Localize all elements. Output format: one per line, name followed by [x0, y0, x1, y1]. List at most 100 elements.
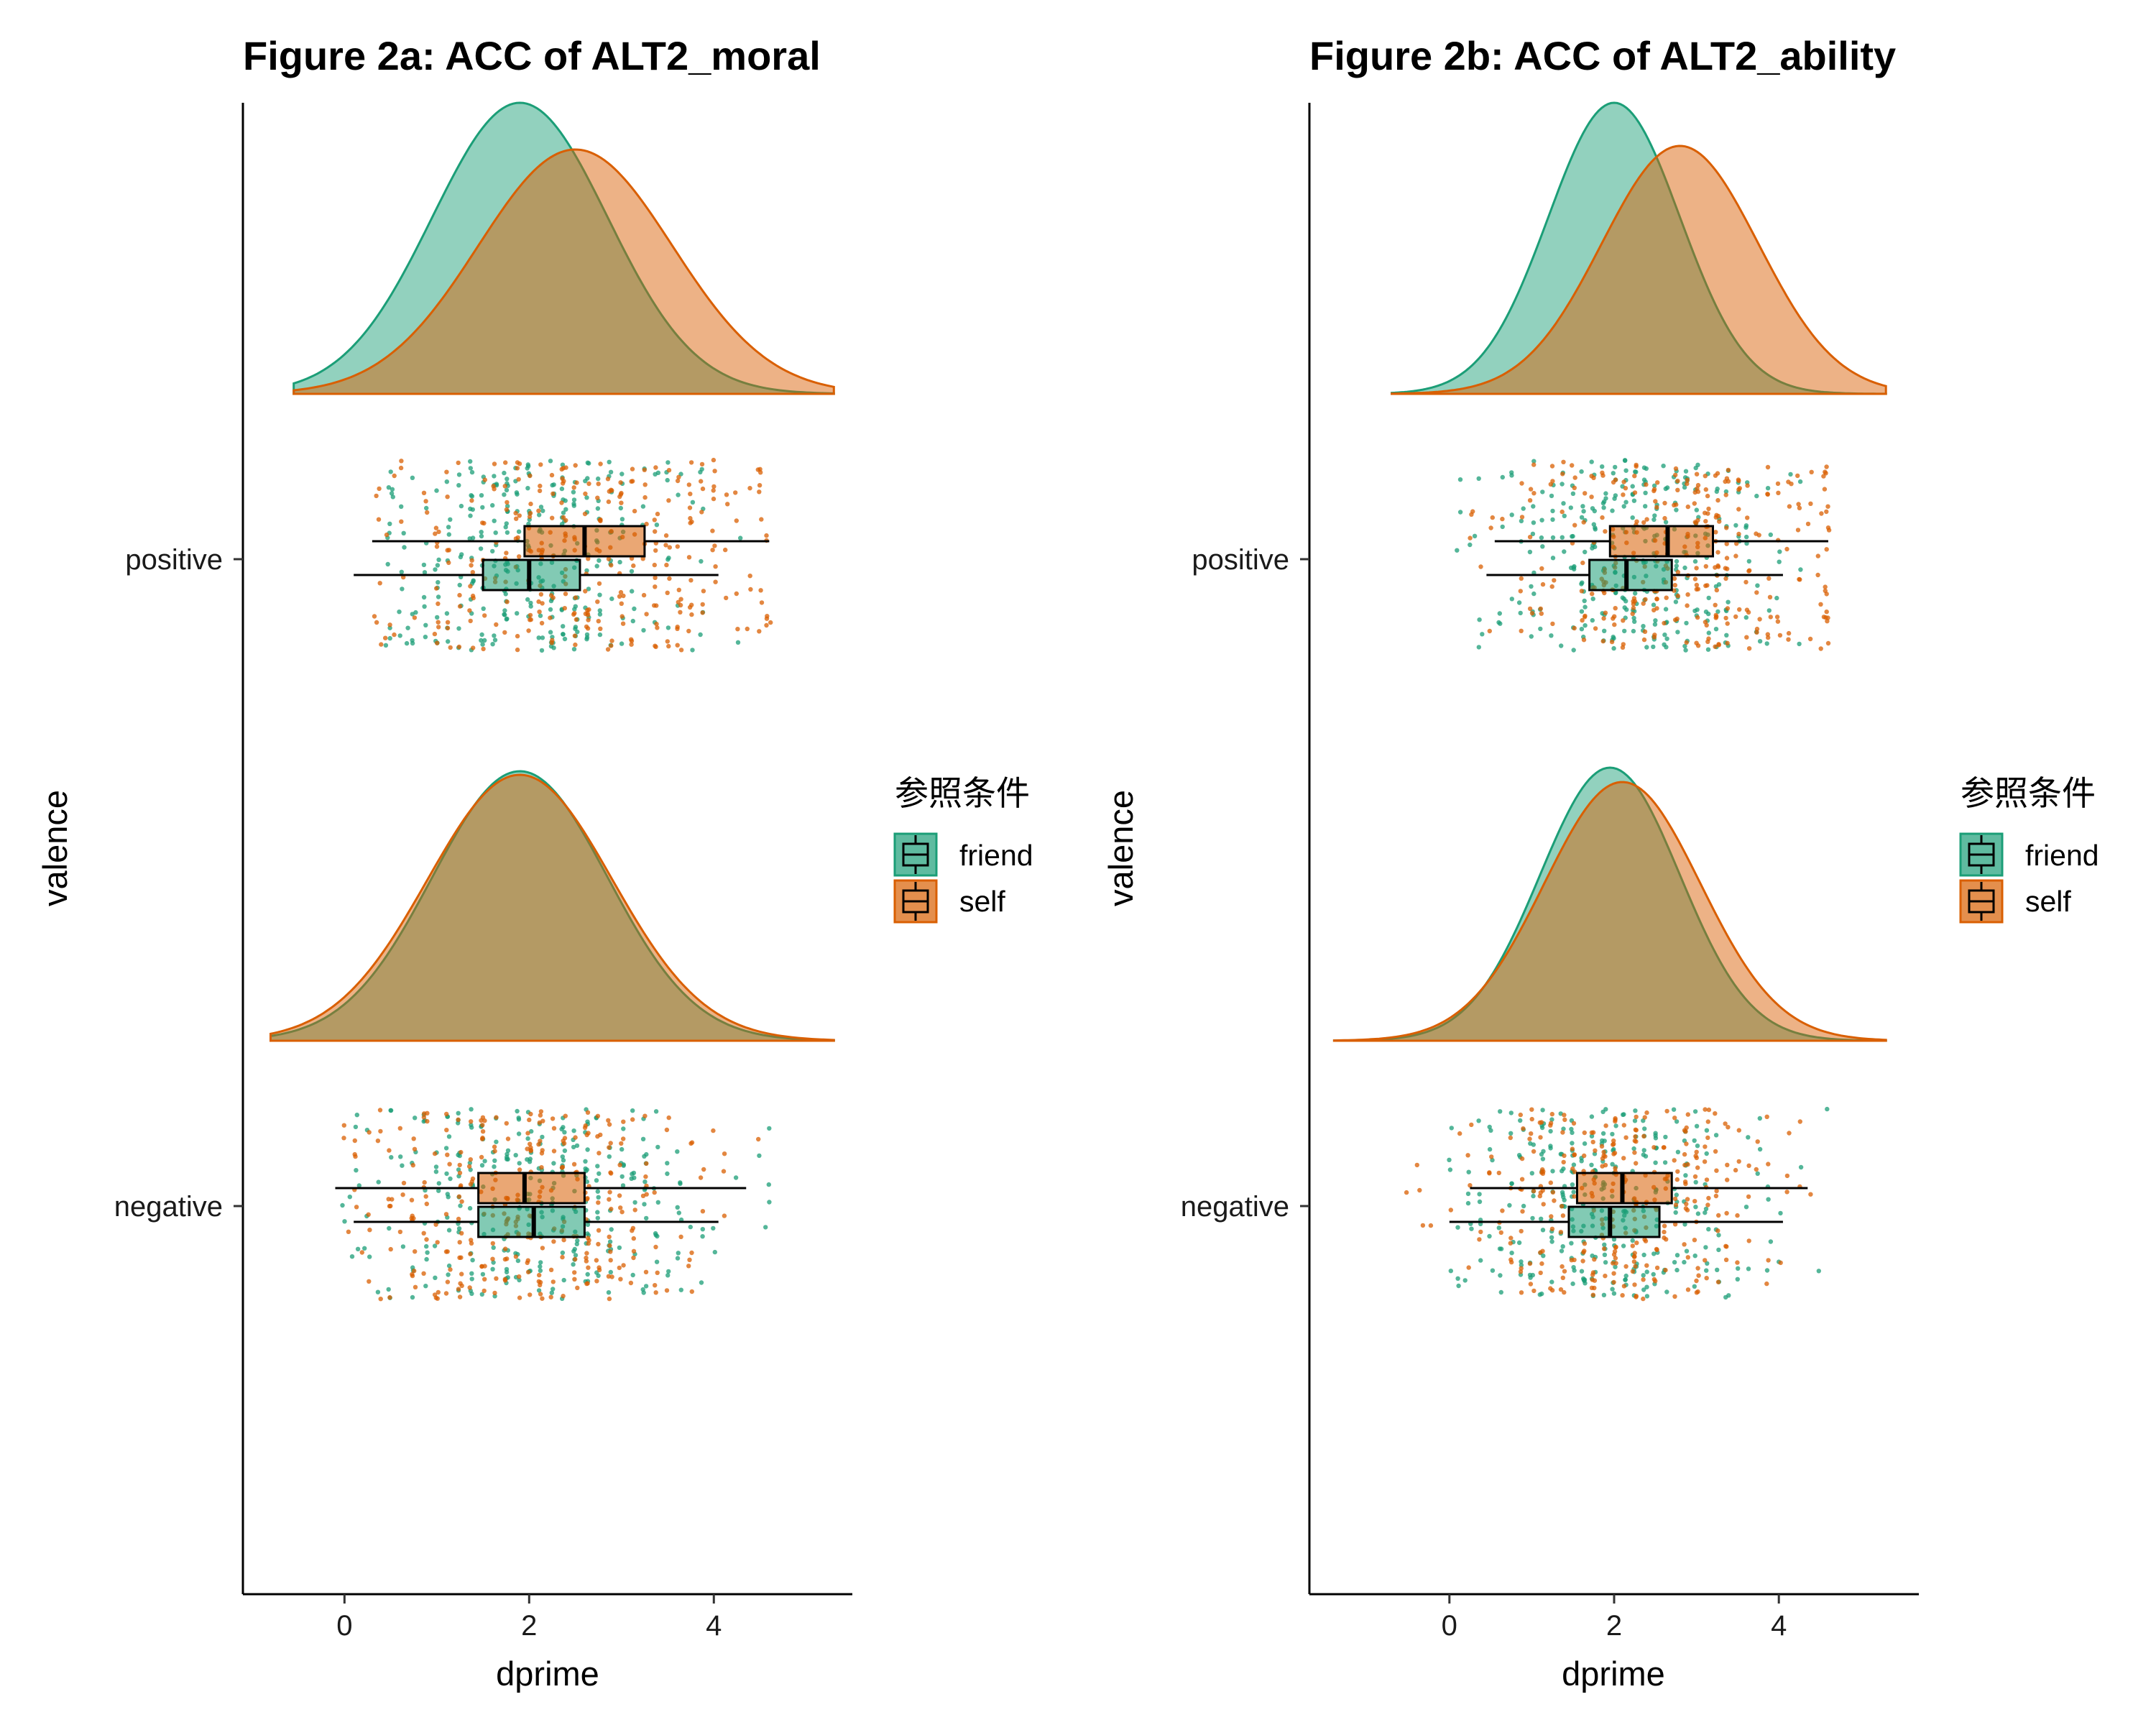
panel-b-point-positive-friend — [1623, 500, 1628, 505]
panel-b-point-negative-self — [1457, 1131, 1462, 1136]
panel-b-point-positive-friend — [1695, 607, 1700, 612]
panel-b-point-positive-self — [1723, 576, 1728, 581]
panel-a-point-positive-friend — [490, 642, 495, 647]
panel-a-point-negative-self — [540, 1118, 545, 1123]
panel-a-point-negative-self — [607, 1243, 612, 1248]
panel-a-point-negative-self — [618, 1205, 623, 1210]
panel-a-point-positive-friend — [571, 489, 576, 494]
panel-a-point-positive-self — [606, 499, 612, 505]
panel-b-point-negative-friend — [1478, 1258, 1483, 1263]
panel-b-point-negative-self — [1713, 1111, 1718, 1116]
panel-a-point-positive-friend — [540, 508, 545, 513]
panel-a-point-negative-friend — [675, 1149, 680, 1154]
panel-a-point-positive-self — [377, 486, 382, 492]
panel-b-point-negative-self — [1695, 1289, 1700, 1294]
panel-a-point-positive-friend — [446, 525, 451, 530]
panel-a-point-positive-friend — [457, 582, 462, 588]
panel-a-point-negative-self — [525, 1131, 530, 1136]
panel-b-point-positive-self — [1795, 528, 1801, 533]
panel-b-point-positive-self — [1724, 556, 1730, 561]
panel-a-point-positive-friend — [482, 638, 487, 643]
panel-b-point-negative-friend — [1631, 1146, 1636, 1151]
panel-a-point-negative-self — [377, 1108, 383, 1113]
panel-b-point-positive-friend — [1519, 518, 1524, 524]
panel-b-point-negative-self — [1644, 1110, 1649, 1116]
panel-a-point-positive-friend — [410, 612, 415, 617]
panel-b-point-positive-friend — [1538, 626, 1543, 632]
panel-b-point-positive-self — [1754, 630, 1759, 635]
panel-a-title: Figure 2a: ACC of ALT2_moral — [243, 33, 821, 78]
panel-a-point-positive-self — [663, 533, 669, 538]
panel-a-point-negative-friend — [678, 1180, 683, 1185]
panel-b-point-negative-self — [1713, 1193, 1719, 1199]
panel-b-point-positive-friend — [1652, 513, 1657, 518]
panel-b-point-negative-self — [1582, 1241, 1588, 1246]
panel-a-point-negative-self — [413, 1284, 418, 1290]
panel-a-point-negative-self — [618, 1276, 623, 1282]
panel-b-point-negative-self — [1713, 1149, 1718, 1154]
panel-b-point-negative-self — [1621, 1123, 1626, 1128]
panel-a-point-positive-self — [585, 612, 591, 617]
panel-b-point-positive-self — [1766, 576, 1772, 581]
panel-a-point-positive-friend — [548, 630, 553, 635]
panel-a-point-negative-self — [643, 1174, 648, 1179]
panel-b-point-positive-self — [1470, 509, 1475, 514]
panel-a-point-negative-self — [560, 1164, 566, 1169]
panel-a-point-positive-friend — [400, 586, 405, 592]
panel-a-point-negative-self — [561, 1294, 566, 1299]
panel-b-point-positive-friend — [1641, 477, 1647, 482]
panel-a-point-negative-friend — [711, 1225, 716, 1231]
panel-a-point-negative-self — [388, 1246, 393, 1252]
panel-b-point-negative-self — [1631, 1259, 1637, 1264]
panel-a-point-negative-friend — [595, 1189, 600, 1194]
panel-b-point-positive-self — [1715, 564, 1721, 569]
panel-b-point-negative-self — [1685, 1287, 1691, 1292]
panel-b-point-positive-self — [1634, 464, 1639, 469]
panel-a-point-negative-friend — [712, 1249, 717, 1255]
panel-a-point-positive-self — [712, 469, 717, 474]
panel-b-point-positive-self — [1723, 615, 1728, 621]
panel-b-point-negative-friend — [1571, 1190, 1576, 1195]
panel-b-point-positive-friend — [1579, 627, 1585, 632]
panel-b-point-positive-self — [1824, 592, 1829, 597]
panel-b-point-negative-friend — [1508, 1110, 1514, 1116]
panel-b-point-negative-friend — [1602, 1242, 1607, 1248]
panel-a-point-positive-friend — [690, 500, 696, 505]
panel-b-point-positive-self — [1539, 611, 1544, 616]
panel-a-point-negative-friend — [490, 1266, 495, 1272]
panel-b-point-negative-self — [1571, 1121, 1577, 1126]
panel-a-point-positive-self — [688, 578, 694, 583]
panel-b-point-positive-friend — [1743, 615, 1749, 620]
panel-b-point-positive-friend — [1651, 517, 1657, 523]
panel-b-point-negative-self — [1537, 1193, 1542, 1199]
panel-b-point-negative-self — [1428, 1223, 1434, 1228]
panel-b-point-positive-self — [1662, 500, 1667, 506]
panel-a-point-negative-self — [424, 1201, 429, 1207]
panel-b-point-positive-self — [1685, 603, 1690, 608]
panel-b-point-negative-self — [1562, 1117, 1567, 1123]
panel-a-point-positive-self — [436, 601, 441, 607]
panel-a-point-positive-friend — [385, 561, 390, 567]
panel-b-xtick-label-0: 0 — [1442, 1610, 1457, 1642]
panel-b-point-positive-self — [1612, 622, 1617, 627]
panel-a-xtick-label-1: 2 — [521, 1610, 537, 1642]
panel-a-point-positive-friend — [423, 622, 428, 627]
panel-b-point-positive-self — [1527, 498, 1533, 503]
panel-a-point-negative-friend — [620, 1183, 626, 1188]
panel-b-point-negative-friend — [1695, 1211, 1701, 1216]
panel-b-point-positive-friend — [1539, 535, 1544, 540]
panel-a-point-negative-self — [459, 1283, 464, 1289]
panel-a-point-positive-self — [456, 644, 462, 650]
panel-a-point-negative-self — [585, 1110, 591, 1116]
panel-a-point-positive-self — [471, 645, 476, 650]
panel-a-point-negative-self — [480, 1129, 486, 1134]
panel-a-point-negative-friend — [575, 1238, 580, 1243]
panel-a-point-negative-friend — [594, 1178, 599, 1183]
panel-b-point-positive-self — [1777, 632, 1783, 638]
panel-a-point-positive-self — [678, 648, 684, 653]
panel-b-point-negative-self — [1468, 1183, 1473, 1188]
panel-b-point-positive-self — [1623, 486, 1628, 491]
panel-a-point-positive-self — [481, 646, 486, 652]
panel-a-point-positive-self — [573, 595, 579, 600]
panel-a-point-positive-self — [434, 586, 439, 591]
